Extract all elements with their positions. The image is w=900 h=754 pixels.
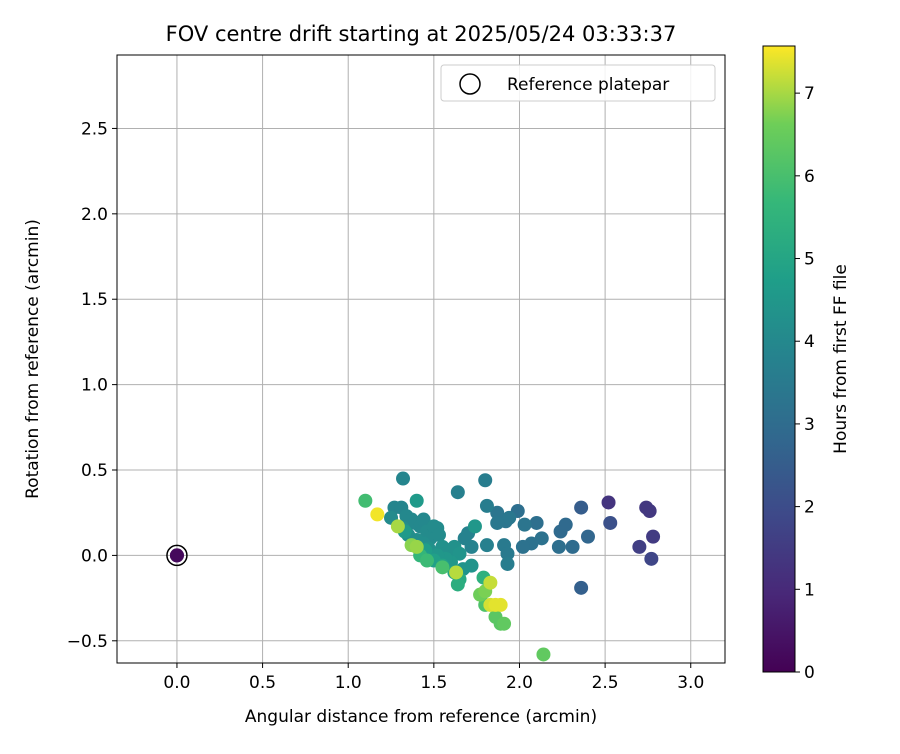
x-tick-label: 0.5 [249, 673, 276, 693]
data-point [515, 539, 530, 554]
x-tick-label: 1.5 [420, 673, 447, 693]
data-point [551, 539, 566, 554]
data-point [601, 495, 616, 510]
data-point [479, 498, 494, 513]
x-tick-label: 3.0 [677, 673, 704, 693]
legend-box [440, 64, 716, 102]
colorbar-ticks: 0 1 2 3 4 5 6 7 [795, 84, 815, 683]
data-point [517, 517, 532, 532]
data-point [409, 493, 424, 508]
data-point [450, 485, 465, 500]
colorbar-tick-label: 4 [804, 332, 815, 352]
data-point [644, 551, 659, 566]
colorbar: 0 1 2 3 4 5 6 7 Hours from first FF file [762, 45, 851, 683]
data-point [416, 512, 431, 527]
data-point [478, 473, 493, 488]
colorbar-tick-label: 2 [804, 498, 815, 518]
data-point [435, 560, 450, 575]
chart-title: FOV centre drift starting at 2025/05/24 … [166, 22, 677, 46]
x-tick-label: 2.5 [592, 673, 619, 693]
data-point [500, 546, 515, 561]
data-point [500, 556, 515, 571]
data-point [358, 493, 373, 508]
reference-point [169, 548, 184, 563]
y-tick-label: 2.0 [81, 205, 108, 225]
colorbar-tick-label: 7 [804, 84, 815, 104]
data-points [169, 471, 661, 662]
data-point [553, 524, 568, 539]
legend-label: Reference platepar [507, 75, 669, 95]
data-point [574, 580, 589, 595]
x-axis-ticks: 0.0 0.5 1.0 1.5 2.0 2.5 3.0 [163, 663, 704, 693]
y-tick-label: −0.5 [67, 632, 108, 652]
data-point [502, 510, 517, 525]
data-point [632, 539, 647, 554]
data-point [419, 553, 434, 568]
data-point [467, 519, 482, 534]
plot-frame [116, 54, 726, 664]
y-tick-label: 1.5 [81, 290, 108, 310]
y-tick-label: 1.0 [81, 376, 108, 396]
data-point [565, 539, 580, 554]
data-point [580, 529, 595, 544]
y-tick-label: 0.0 [81, 546, 108, 566]
data-point [452, 546, 467, 561]
data-point [603, 515, 618, 530]
data-point [464, 539, 479, 554]
data-point [479, 538, 494, 553]
data-point [497, 616, 512, 631]
colorbar-tick-label: 3 [804, 415, 815, 435]
colorbar-tick-label: 1 [804, 580, 815, 600]
y-axis-label: Rotation from reference (arcmin) [23, 219, 43, 499]
data-point [493, 597, 508, 612]
data-point [536, 647, 551, 662]
data-point [409, 539, 424, 554]
x-tick-label: 2.0 [506, 673, 533, 693]
colorbar-tick-label: 6 [804, 167, 815, 187]
data-point [449, 565, 464, 580]
data-point [529, 515, 544, 530]
data-point [490, 505, 505, 520]
data-point [390, 519, 405, 534]
data-point [450, 577, 465, 592]
data-point [646, 529, 661, 544]
legend-marker-icon [459, 73, 481, 95]
data-point [431, 527, 446, 542]
y-tick-label: 0.5 [81, 461, 108, 481]
data-point [574, 500, 589, 515]
colorbar-tick-label: 0 [804, 663, 815, 683]
colorbar-label: Hours from first FF file [831, 264, 851, 454]
y-tick-label: 2.5 [81, 119, 108, 139]
y-axis-ticks: −0.5 0.0 0.5 1.0 1.5 2.0 2.5 [67, 119, 117, 652]
x-tick-label: 0.0 [163, 673, 190, 693]
data-point [396, 471, 411, 486]
data-point [370, 507, 385, 522]
reference-marker [166, 544, 188, 567]
reference-ring [166, 544, 188, 567]
data-point [490, 515, 505, 530]
colorbar-gradient [762, 45, 796, 673]
x-axis-label: Angular distance from reference (arcmin) [245, 707, 597, 727]
colorbar-tick-label: 5 [804, 250, 815, 270]
grid-lines [117, 55, 725, 663]
x-tick-label: 1.0 [335, 673, 362, 693]
data-point [483, 575, 498, 590]
data-point [642, 504, 657, 518]
legend: Reference platepar [440, 64, 716, 102]
